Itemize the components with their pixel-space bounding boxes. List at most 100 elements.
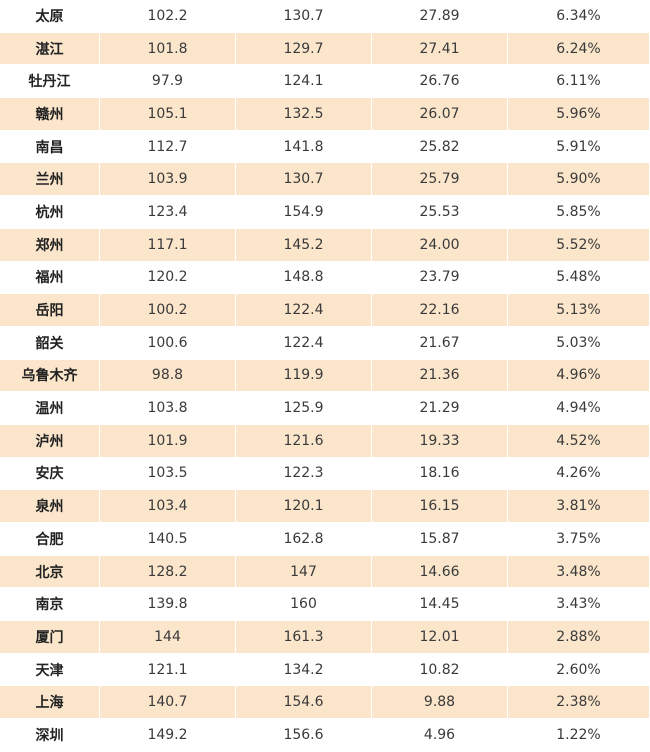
city-cell: 上海 xyxy=(0,686,100,720)
table-row: 安庆 103.5 122.3 18.16 4.26% xyxy=(0,457,650,491)
city-cell: 乌鲁木齐 xyxy=(0,359,100,393)
city-cell: 泉州 xyxy=(0,490,100,523)
value-2-cell: 145.2 xyxy=(236,228,372,262)
value-2-cell: 148.8 xyxy=(236,261,372,295)
table-row: 牡丹江 97.9 124.1 26.76 6.11% xyxy=(0,65,650,99)
value-3-cell: 27.41 xyxy=(372,32,508,66)
value-2-cell: 122.4 xyxy=(236,326,372,360)
value-1-cell: 120.2 xyxy=(100,261,236,295)
table-row: 北京 128.2 147 14.66 3.48% xyxy=(0,555,650,589)
value-3-cell: 12.01 xyxy=(372,621,508,654)
percent-cell: 2.38% xyxy=(508,686,650,720)
city-cell: 杭州 xyxy=(0,196,100,229)
value-2-cell: 154.9 xyxy=(236,196,372,229)
table-row: 太原 102.2 130.7 27.89 6.34% xyxy=(0,0,650,33)
value-1-cell: 101.9 xyxy=(100,424,236,458)
value-3-cell: 25.82 xyxy=(372,130,508,164)
city-cell: 南昌 xyxy=(0,130,100,164)
value-2-cell: 130.7 xyxy=(236,0,372,33)
table-row: 南昌 112.7 141.8 25.82 5.91% xyxy=(0,130,650,164)
percent-cell: 4.52% xyxy=(508,424,650,458)
percent-cell: 5.91% xyxy=(508,130,650,164)
city-cell: 深圳 xyxy=(0,719,100,752)
percent-cell: 2.88% xyxy=(508,621,650,654)
table-row: 合肥 140.5 162.8 15.87 3.75% xyxy=(0,523,650,556)
percent-cell: 4.26% xyxy=(508,457,650,491)
table-row: 兰州 103.9 130.7 25.79 5.90% xyxy=(0,163,650,197)
value-3-cell: 16.15 xyxy=(372,490,508,523)
value-2-cell: 122.3 xyxy=(236,457,372,491)
city-cell: 合肥 xyxy=(0,523,100,556)
value-1-cell: 103.4 xyxy=(100,490,236,523)
value-3-cell: 15.87 xyxy=(372,523,508,556)
value-1-cell: 101.8 xyxy=(100,32,236,66)
value-3-cell: 14.66 xyxy=(372,555,508,589)
city-cell: 厦门 xyxy=(0,621,100,654)
city-cell: 安庆 xyxy=(0,457,100,491)
table-row: 泸州 101.9 121.6 19.33 4.52% xyxy=(0,424,650,458)
value-2-cell: 130.7 xyxy=(236,163,372,197)
percent-cell: 4.94% xyxy=(508,392,650,425)
value-1-cell: 100.6 xyxy=(100,326,236,360)
value-1-cell: 117.1 xyxy=(100,228,236,262)
value-2-cell: 119.9 xyxy=(236,359,372,393)
percent-cell: 5.03% xyxy=(508,326,650,360)
value-3-cell: 21.36 xyxy=(372,359,508,393)
value-1-cell: 149.2 xyxy=(100,719,236,752)
value-3-cell: 19.33 xyxy=(372,424,508,458)
value-3-cell: 10.82 xyxy=(372,653,508,687)
city-cell: 天津 xyxy=(0,653,100,687)
table-row: 乌鲁木齐 98.8 119.9 21.36 4.96% xyxy=(0,359,650,393)
value-2-cell: 147 xyxy=(236,555,372,589)
value-2-cell: 156.6 xyxy=(236,719,372,752)
value-1-cell: 103.9 xyxy=(100,163,236,197)
percent-cell: 5.90% xyxy=(508,163,650,197)
percent-cell: 5.85% xyxy=(508,196,650,229)
percent-cell: 5.48% xyxy=(508,261,650,295)
percent-cell: 6.11% xyxy=(508,65,650,99)
city-cell: 太原 xyxy=(0,0,100,33)
table-row: 南京 139.8 160 14.45 3.43% xyxy=(0,588,650,622)
table-row: 韶关 100.6 122.4 21.67 5.03% xyxy=(0,326,650,360)
percent-cell: 4.96% xyxy=(508,359,650,393)
percent-cell: 3.48% xyxy=(508,555,650,589)
table-row: 岳阳 100.2 122.4 22.16 5.13% xyxy=(0,294,650,327)
percent-cell: 3.81% xyxy=(508,490,650,523)
percent-cell: 5.96% xyxy=(508,98,650,131)
value-1-cell: 105.1 xyxy=(100,98,236,131)
percent-cell: 2.60% xyxy=(508,653,650,687)
value-3-cell: 14.45 xyxy=(372,588,508,622)
value-1-cell: 140.5 xyxy=(100,523,236,556)
table-row: 深圳 149.2 156.6 4.96 1.22% xyxy=(0,719,650,752)
value-2-cell: 160 xyxy=(236,588,372,622)
value-3-cell: 25.53 xyxy=(372,196,508,229)
city-cell: 温州 xyxy=(0,392,100,425)
value-3-cell: 21.67 xyxy=(372,326,508,360)
value-3-cell: 25.79 xyxy=(372,163,508,197)
table-row: 上海 140.7 154.6 9.88 2.38% xyxy=(0,686,650,720)
value-3-cell: 27.89 xyxy=(372,0,508,33)
city-cell: 湛江 xyxy=(0,32,100,66)
percent-cell: 1.22% xyxy=(508,719,650,752)
percent-cell: 3.43% xyxy=(508,588,650,622)
value-2-cell: 121.6 xyxy=(236,424,372,458)
value-3-cell: 26.76 xyxy=(372,65,508,99)
table-row: 郑州 117.1 145.2 24.00 5.52% xyxy=(0,228,650,262)
table-row: 厦门 144 161.3 12.01 2.88% xyxy=(0,621,650,654)
value-1-cell: 144 xyxy=(100,621,236,654)
table-row: 福州 120.2 148.8 23.79 5.48% xyxy=(0,261,650,295)
city-cell: 韶关 xyxy=(0,326,100,360)
value-3-cell: 22.16 xyxy=(372,294,508,327)
value-2-cell: 141.8 xyxy=(236,130,372,164)
table-row: 天津 121.1 134.2 10.82 2.60% xyxy=(0,653,650,687)
percent-cell: 6.24% xyxy=(508,32,650,66)
value-2-cell: 132.5 xyxy=(236,98,372,131)
value-2-cell: 134.2 xyxy=(236,653,372,687)
value-2-cell: 125.9 xyxy=(236,392,372,425)
value-1-cell: 123.4 xyxy=(100,196,236,229)
value-2-cell: 161.3 xyxy=(236,621,372,654)
value-1-cell: 128.2 xyxy=(100,555,236,589)
percent-cell: 5.13% xyxy=(508,294,650,327)
value-1-cell: 121.1 xyxy=(100,653,236,687)
